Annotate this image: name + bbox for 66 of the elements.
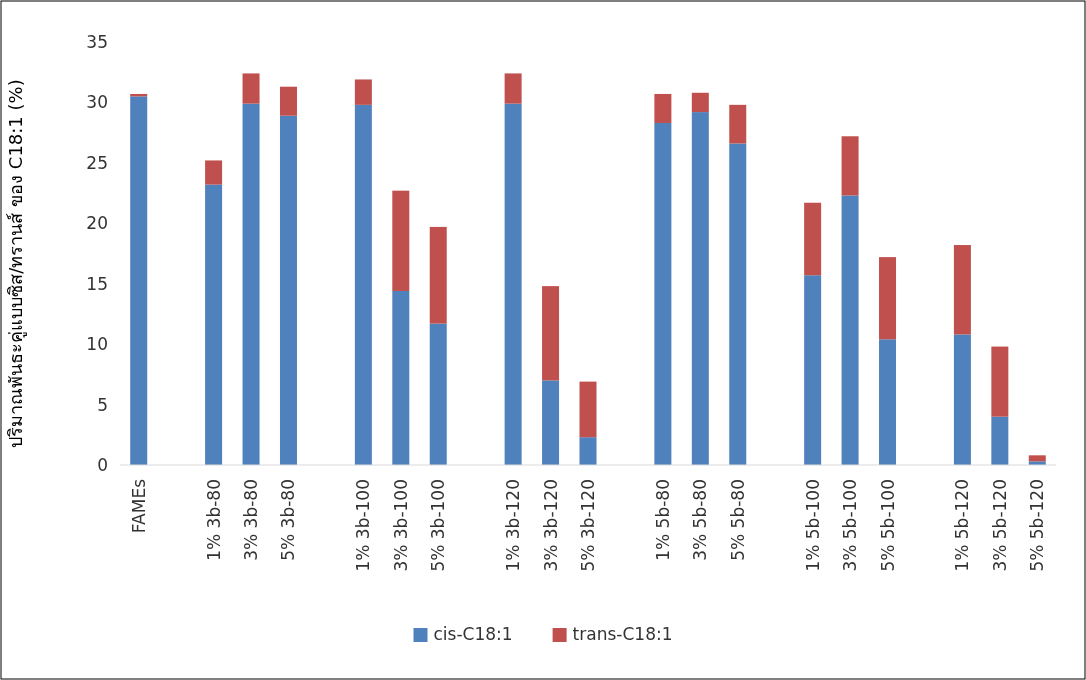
bar: [879, 257, 897, 340]
y-axis-title: ปริมาณพันธะคู่แบบซิส/ทรานส์ ของ C18:1 (%): [5, 79, 27, 448]
bar: [804, 275, 822, 465]
bar: [242, 73, 260, 104]
bar: [729, 104, 747, 144]
bar: [991, 416, 1009, 465]
x-tick-label: 5% 5b-80: [727, 479, 748, 561]
x-tick-label: 1% 3b-80: [203, 479, 224, 561]
x-tick-label: 5% 5b-100: [877, 479, 898, 572]
bar: [542, 286, 560, 381]
bar: [953, 334, 971, 465]
bar: [991, 346, 1009, 417]
x-tick-label: 1% 3b-100: [353, 479, 374, 572]
bar: [504, 73, 522, 104]
y-tick-label: 30: [86, 92, 108, 113]
y-tick-label: 5: [97, 394, 108, 415]
x-tick-label: FAMEs: [128, 478, 149, 534]
bar: [691, 112, 709, 465]
x-tick-label: 3% 5b-100: [840, 479, 861, 572]
x-tick-label: 1% 5b-100: [802, 479, 823, 572]
bar: [953, 245, 971, 335]
bar: [804, 202, 822, 276]
bar: [279, 115, 297, 465]
legend-label: trans-C18:1: [572, 624, 673, 644]
bar: [542, 380, 560, 465]
bar: [429, 323, 447, 465]
bar: [654, 93, 672, 123]
bar: [879, 339, 897, 465]
x-tick-label: 1% 3b-120: [503, 479, 524, 572]
y-tick-label: 10: [86, 334, 108, 355]
x-tick-label: 5% 3b-80: [278, 479, 299, 561]
legend-label: cis-C18:1: [433, 624, 513, 644]
bar: [392, 290, 410, 465]
bar: [841, 195, 859, 465]
bar: [691, 92, 709, 113]
bar: [504, 103, 522, 465]
bar: [579, 381, 597, 438]
y-tick-label: 35: [86, 32, 108, 52]
x-tick-label: 3% 5b-80: [690, 479, 711, 561]
bar: [242, 103, 260, 465]
x-tick-label: 3% 3b-80: [241, 479, 262, 561]
x-tick-label: 3% 5b-120: [989, 479, 1010, 572]
bar: [579, 437, 597, 465]
bar: [279, 86, 297, 116]
x-tick-label: 3% 3b-120: [540, 479, 561, 572]
bar: [841, 136, 859, 196]
y-tick-label: 25: [86, 152, 108, 173]
bar: [729, 143, 747, 465]
x-tick-label: 3% 3b-100: [390, 479, 411, 572]
bar: [354, 79, 372, 105]
y-tick-label: 20: [86, 213, 108, 234]
bar: [130, 96, 148, 465]
bar: [392, 190, 410, 291]
x-tick-label: 1% 5b-80: [652, 479, 673, 561]
x-tick-label: 5% 3b-100: [428, 479, 449, 572]
bar: [429, 226, 447, 324]
bar: [205, 160, 223, 185]
bar: [354, 104, 372, 465]
x-tick-label: 5% 5b-120: [1027, 479, 1048, 572]
bar: [654, 122, 672, 465]
bar: [1028, 455, 1046, 462]
x-tick-label: 1% 5b-120: [952, 479, 973, 572]
y-tick-label: 0: [97, 455, 108, 475]
y-tick-label: 15: [86, 273, 108, 294]
x-tick-label: 5% 3b-120: [578, 479, 598, 572]
bar: [205, 184, 223, 465]
